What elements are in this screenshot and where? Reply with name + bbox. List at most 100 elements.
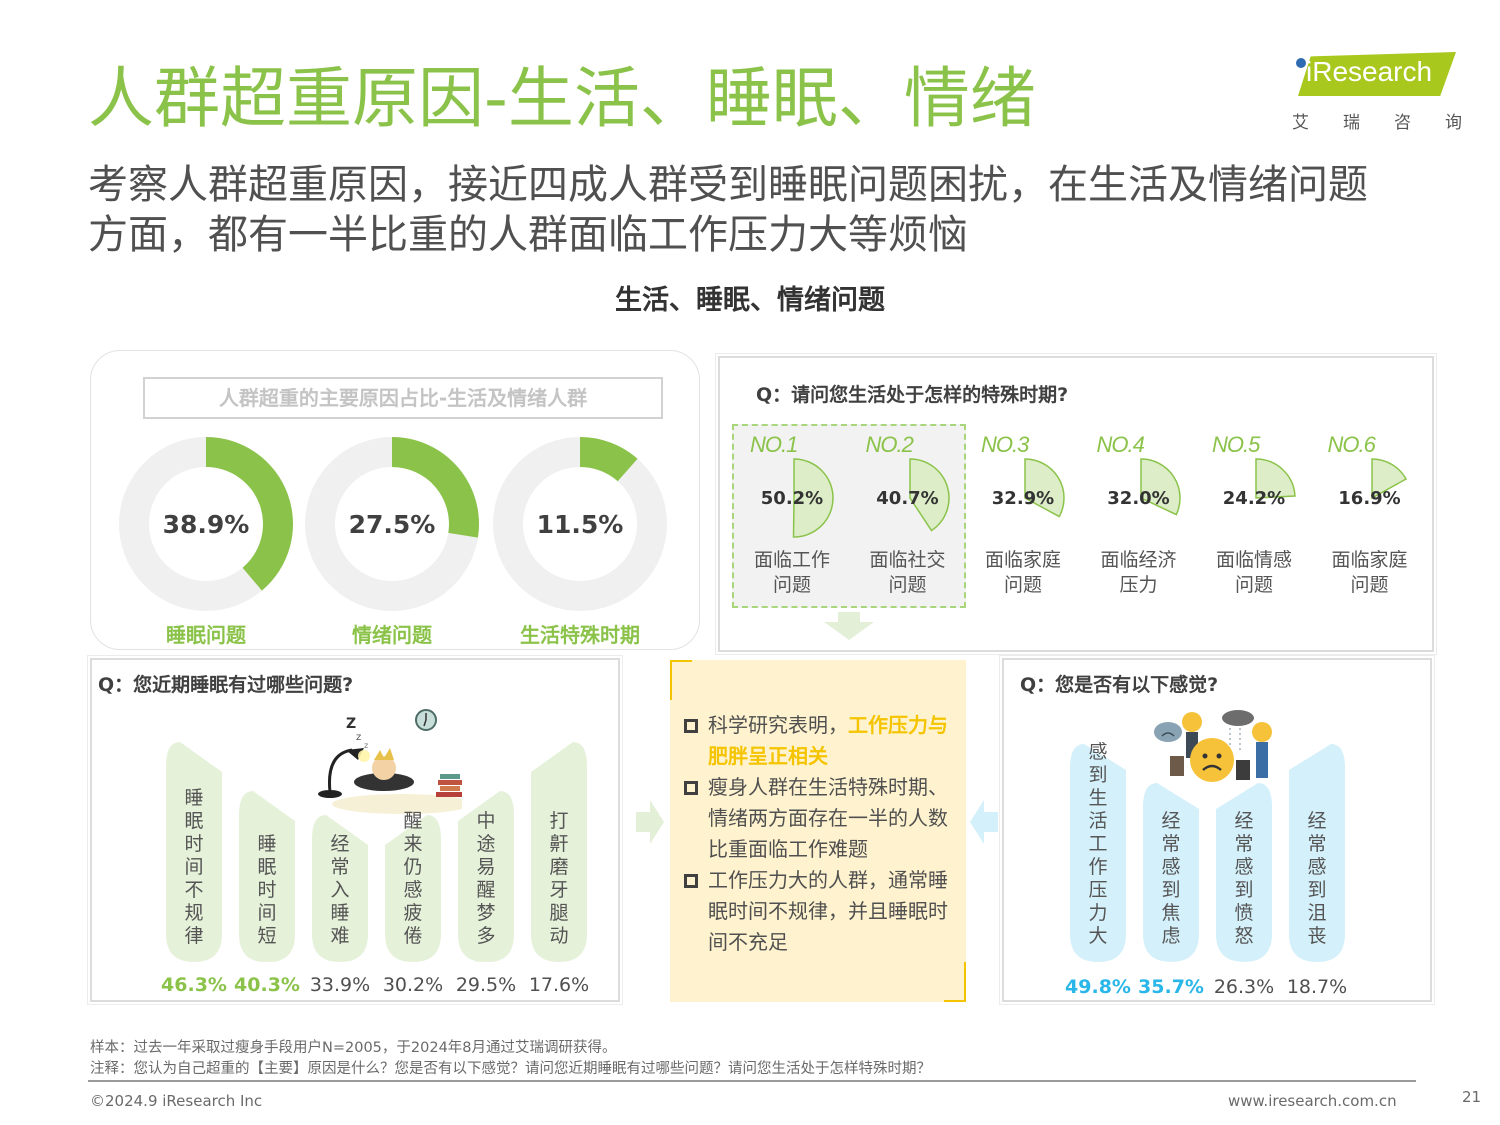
sleeping-person-illustration: Z z z [318,709,462,814]
bar-category-char: 生 [1088,787,1108,809]
bar-category-char: 活 [1088,810,1108,832]
pie-value: 16.9% [1338,488,1401,509]
reason-share-panel: 人群超重的主要原因占比-生活及情绪人群 38.9% 睡眠问题 27.5% 情绪问题 11… [90,350,700,650]
bar-category-label: 醒来仍感疲倦 [385,810,441,948]
donut-chart: 11.5% [493,437,667,611]
bar-category-char: 间 [257,901,277,924]
bar-value-label: 40.3% [234,974,300,996]
donut-label: 睡眠问题 [166,623,246,647]
bar-category-char: 时 [257,878,277,901]
pie-category: 面临家庭 问题 [965,548,1081,598]
bar-category-char: 难 [330,924,350,947]
pie-slice [908,458,950,532]
website-link[interactable]: www.iresearch.com.cn [1228,1092,1397,1110]
bar-category-label: 打鼾磨牙腿动 [531,810,587,948]
pie-category-line: 面临情感 [1215,549,1292,571]
bar-fill [1216,783,1272,962]
special-period-item: NO.5 24.2% 面临情感 问题 [1196,432,1312,602]
pie-category: 面临工作 问题 [734,548,850,598]
donut-value: 38.9% [162,509,250,539]
bar-category-char: 经 [1234,809,1254,832]
donut-value: 27.5% [348,509,436,539]
pie-slice-chart [1370,458,1407,500]
feelings-panel: Q：您是否有以下感觉? 感到生活工作压力大 49.8% 经常感到焦虑 35.7% 经常感… [999,655,1435,1005]
question-note: 注释：您认为自己超重的【主要】原因是什么？您是否有以下感觉？请问您近期睡眠有过哪… [90,1061,931,1077]
pie-category: 面临经济 压力 [1081,548,1197,598]
bar-category-char: 磨 [549,856,569,878]
bar-category-char: 到 [1234,878,1254,901]
donut-segment [580,437,638,482]
bar-category-label: 中途易醒梦多 [458,810,514,948]
bar-category-char: 时 [184,833,204,855]
finding-text: 工作压力大的人群，通常睡眠时间不规律，并且睡眠时间不充足 [708,868,948,954]
bar-category-char: 焦 [1161,901,1181,924]
donut-svg [305,437,479,611]
page-subtitle: 考察人群超重原因，接近四成人群受到睡眠问题困扰，在生活及情绪问题方面，都有一半比… [88,162,1368,258]
bar-category-label: 经常感到愤怒 [1216,810,1272,948]
bar-column: 经常感到沮丧 [1289,744,1345,962]
bar-category-label: 感到生活工作压力大 [1070,741,1126,948]
bar-category-char: 经 [1307,810,1327,832]
bar-category-char: 丧 [1307,925,1327,947]
right-arrow-icon [636,800,664,844]
bar-category-char: 愤 [1234,901,1254,924]
pie-slice [1370,458,1407,500]
bar-category-char: 易 [476,855,496,878]
bar-shape [239,790,295,962]
page-number: 21 [1462,1088,1482,1106]
bar-category-char: 动 [549,925,569,947]
bar-category-char: 鼾 [549,833,569,855]
bar-category-char: 醒 [476,878,496,901]
bar-category-char: 来 [403,833,423,855]
page-title: 人群超重原因-生活、睡眠、情绪 [88,60,1036,137]
special-period-panel: Q：请问您生活处于怎样的特殊时期? NO.1 50.2% 面临工作 问题 NO.2 40.… [715,353,1437,655]
rank-label: NO.5 [1212,432,1260,457]
bar-category-char: 多 [476,924,496,947]
bar-value-label: 18.7% [1286,976,1348,998]
logo-banner [1298,52,1456,96]
bar-category-char: 经 [330,832,350,855]
bar-category-char: 睡 [184,787,204,809]
bar-shape [385,814,441,962]
pie-category-line: 面临家庭 [1331,549,1408,571]
bar-category-char: 经 [1161,809,1181,832]
pie-category-line: 问题 [1003,574,1042,596]
sample-note: 样本：过去一年采取过瘦身手段用户N=2005，于2024年8月通过艾瑞调研获得。 [90,1040,617,1056]
pie-slice-chart [1255,458,1296,499]
bar-shape [1216,783,1272,962]
copyright: ©2024.9 iResearch Inc [90,1092,263,1110]
bar-category-char: 力 [1088,902,1108,924]
bar-fill [531,742,587,962]
bar-fill [312,814,368,962]
bar-category-char: 感 [1161,855,1181,878]
bar-category-char: 中 [476,809,496,832]
bar-category-char: 规 [184,902,204,924]
down-arrow-icon [824,612,874,640]
donut-value: 11.5% [536,509,624,539]
pie-slice [1255,458,1296,499]
bar-category-char: 工 [1088,833,1108,855]
bar-column: 感到生活工作压力大 [1070,741,1126,962]
pie-category-line: 面临经济 [1100,549,1177,571]
pie-value: 24.2% [1222,488,1286,509]
bar-category-char: 短 [257,924,277,947]
bar-value-label: 33.9% [309,974,371,996]
donut-label: 情绪问题 [352,623,432,647]
bar-category-char: 怒 [1234,924,1254,947]
finding-item: 科学研究表明，工作压力与肥胖呈正相关 [682,710,962,772]
findings-list: 科学研究表明，工作压力与肥胖呈正相关 瘦身人群在生活特殊时期、情绪两方面存在一半… [682,710,962,958]
bar-category-char: 睡 [330,901,350,924]
bar-fill [385,814,441,962]
bar-category-char: 感 [1307,856,1327,878]
donut-svg [119,437,293,611]
rank-label: NO.3 [981,432,1029,457]
bar-value-label: 49.8% [1065,976,1131,998]
note-corner-decoration [670,660,692,700]
special-period-item: NO.1 50.2% 面临工作 问题 [734,432,850,602]
square-bullet-icon [684,781,698,795]
bar-column: 睡眠时间不规律 [166,742,222,962]
rank-label: NO.1 [750,432,798,457]
bar-fill [1143,783,1199,962]
pie-category: 面临家庭 问题 [1312,548,1428,598]
bar-value-label: 17.6% [528,974,590,996]
